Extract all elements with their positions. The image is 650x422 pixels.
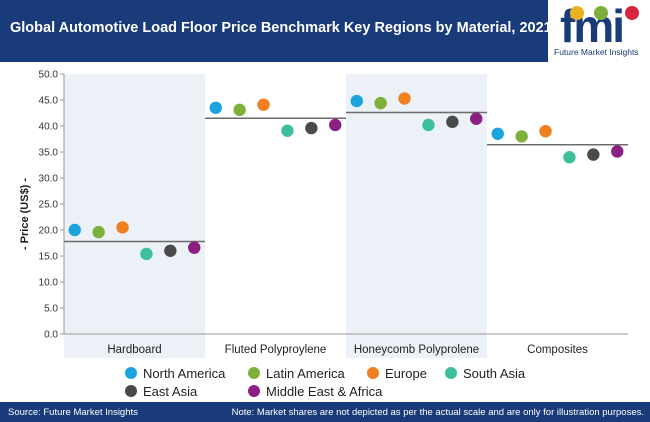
legend-item: South Asia xyxy=(445,364,525,382)
footer-note: Note: Market shares are not depicted as … xyxy=(231,407,644,418)
y-tick-label: 30.0 xyxy=(39,174,59,185)
data-point xyxy=(491,127,504,140)
data-point xyxy=(164,244,177,257)
logo-dot-1 xyxy=(570,6,584,20)
data-point xyxy=(515,130,528,143)
legend: North America Latin America Europe South As… xyxy=(0,362,650,400)
category-band xyxy=(346,74,487,358)
y-tick-label: 40.0 xyxy=(39,122,59,133)
data-point xyxy=(563,151,576,164)
data-point xyxy=(611,145,624,158)
data-point xyxy=(257,98,270,111)
legend-swatch xyxy=(125,385,137,397)
data-point xyxy=(116,221,129,234)
data-point xyxy=(422,118,435,132)
category-bands xyxy=(64,74,628,358)
benchmark-lines xyxy=(64,111,628,243)
y-tick-label: 45.0 xyxy=(39,96,59,107)
legend-swatch xyxy=(367,367,379,379)
legend-label: East Asia xyxy=(143,383,198,399)
footer-source: Source: Future Market Insights xyxy=(8,407,138,418)
y-tick-label: 5.0 xyxy=(44,304,58,315)
y-tick-label: 20.0 xyxy=(39,226,59,237)
data-point xyxy=(68,223,81,237)
x-tick-label: Hardboard xyxy=(107,344,161,356)
data-point xyxy=(92,225,105,239)
legend-label: Middle East & Africa xyxy=(266,383,383,399)
legend-item: North America xyxy=(125,364,225,382)
x-tick-label: Fluted Polyproylene xyxy=(225,344,327,356)
data-point xyxy=(140,247,153,261)
data-point xyxy=(350,94,363,108)
category-band xyxy=(64,74,205,358)
legend-swatch xyxy=(248,385,260,397)
footer: Source: Future Market Insights Note: Mar… xyxy=(0,402,650,422)
data-point xyxy=(446,115,459,129)
y-axis-ticks: 0.0 5.0 10.0 15.0 20.0 25.0 30.0 35.0 40.0 45.0 50… xyxy=(39,70,64,341)
data-point xyxy=(188,241,201,254)
y-tick-label: 25.0 xyxy=(39,200,59,211)
y-tick-label: 50.0 xyxy=(39,70,59,81)
y-tick-label: 10.0 xyxy=(39,278,59,289)
y-tick-label: 35.0 xyxy=(39,148,59,159)
chart-area: 0.0 5.0 10.0 15.0 20.0 25.0 30.0 35.0 40.0 45.0 50… xyxy=(0,62,650,360)
legend-swatch xyxy=(445,367,457,379)
logo-dot-2 xyxy=(594,6,608,20)
x-tick-label: Composites xyxy=(527,344,588,356)
data-points xyxy=(68,92,624,261)
legend-label: South Asia xyxy=(463,365,526,381)
title-bar: Global Automotive Load Floor Price Bench… xyxy=(0,0,552,62)
x-axis-category-labels: Hardboard Fluted Polyproylene Honeycomb Po… xyxy=(107,344,588,356)
legend-item: Latin America xyxy=(248,364,345,382)
legend-label: Europe xyxy=(385,365,427,381)
data-point xyxy=(398,92,411,105)
logo: fmi Future Market Insights xyxy=(548,0,650,62)
legend-swatch xyxy=(248,367,260,379)
data-point xyxy=(374,96,387,110)
data-point xyxy=(233,103,246,117)
y-tick-label: 0.0 xyxy=(44,330,58,341)
legend-label: Latin America xyxy=(266,365,345,381)
price-benchmark-chart: 0.0 5.0 10.0 15.0 20.0 25.0 30.0 35.0 40.0 45.0 50… xyxy=(19,70,628,358)
category-band xyxy=(205,74,346,358)
data-point xyxy=(470,112,483,125)
data-point xyxy=(587,148,600,161)
legend-swatch xyxy=(125,367,137,379)
legend-label: North America xyxy=(143,365,226,381)
legend-item: East Asia xyxy=(125,382,197,400)
legend-item: Middle East & Africa xyxy=(248,382,382,400)
data-point xyxy=(329,118,342,132)
x-tick-label: Honeycomb Polyprolene xyxy=(354,344,479,356)
logo-letters: fmi xyxy=(560,4,623,46)
category-band xyxy=(487,74,628,358)
legend-item: Europe xyxy=(367,364,427,382)
y-tick-label: 15.0 xyxy=(39,252,59,263)
data-point xyxy=(305,121,318,135)
y-axis-label: - Price (US$) - xyxy=(19,178,31,250)
data-point xyxy=(209,101,222,114)
page-title: Global Automotive Load Floor Price Bench… xyxy=(10,20,552,36)
logo-company-name: Future Market Insights xyxy=(554,47,639,57)
logo-dot-3 xyxy=(625,6,639,20)
fmi-logo-icon: fmi xyxy=(560,4,639,46)
data-point xyxy=(281,124,294,137)
data-point xyxy=(539,125,552,138)
